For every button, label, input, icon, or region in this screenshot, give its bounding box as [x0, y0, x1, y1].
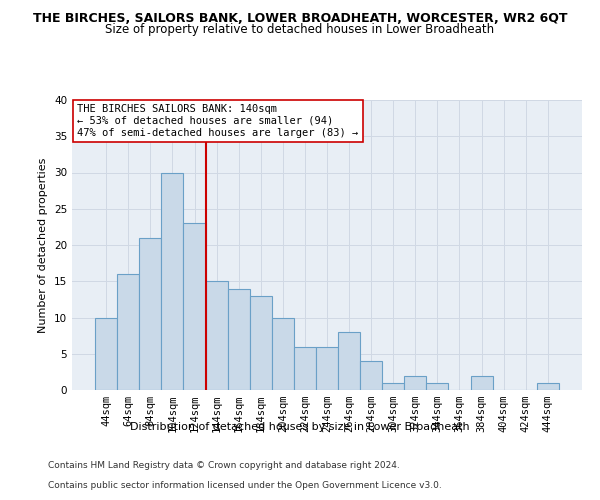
Text: Contains HM Land Registry data © Crown copyright and database right 2024.: Contains HM Land Registry data © Crown c…	[48, 461, 400, 470]
Bar	[117, 274, 139, 390]
Bar	[360, 361, 382, 390]
Text: THE BIRCHES, SAILORS BANK, LOWER BROADHEATH, WORCESTER, WR2 6QT: THE BIRCHES, SAILORS BANK, LOWER BROADHE…	[33, 12, 567, 26]
Bar	[184, 223, 206, 390]
Bar	[537, 383, 559, 390]
Text: Contains public sector information licensed under the Open Government Licence v3: Contains public sector information licen…	[48, 481, 442, 490]
Bar	[404, 376, 427, 390]
Bar	[316, 346, 338, 390]
Bar	[95, 318, 117, 390]
Text: Distribution of detached houses by size in Lower Broadheath: Distribution of detached houses by size …	[130, 422, 470, 432]
Bar	[294, 346, 316, 390]
Bar	[382, 383, 404, 390]
Bar	[250, 296, 272, 390]
Bar	[338, 332, 360, 390]
Y-axis label: Number of detached properties: Number of detached properties	[38, 158, 49, 332]
Bar	[470, 376, 493, 390]
Bar	[161, 172, 184, 390]
Bar	[206, 281, 227, 390]
Bar	[227, 288, 250, 390]
Bar	[272, 318, 294, 390]
Text: THE BIRCHES SAILORS BANK: 140sqm
← 53% of detached houses are smaller (94)
47% o: THE BIRCHES SAILORS BANK: 140sqm ← 53% o…	[77, 104, 358, 138]
Bar	[427, 383, 448, 390]
Text: Size of property relative to detached houses in Lower Broadheath: Size of property relative to detached ho…	[106, 22, 494, 36]
Bar	[139, 238, 161, 390]
